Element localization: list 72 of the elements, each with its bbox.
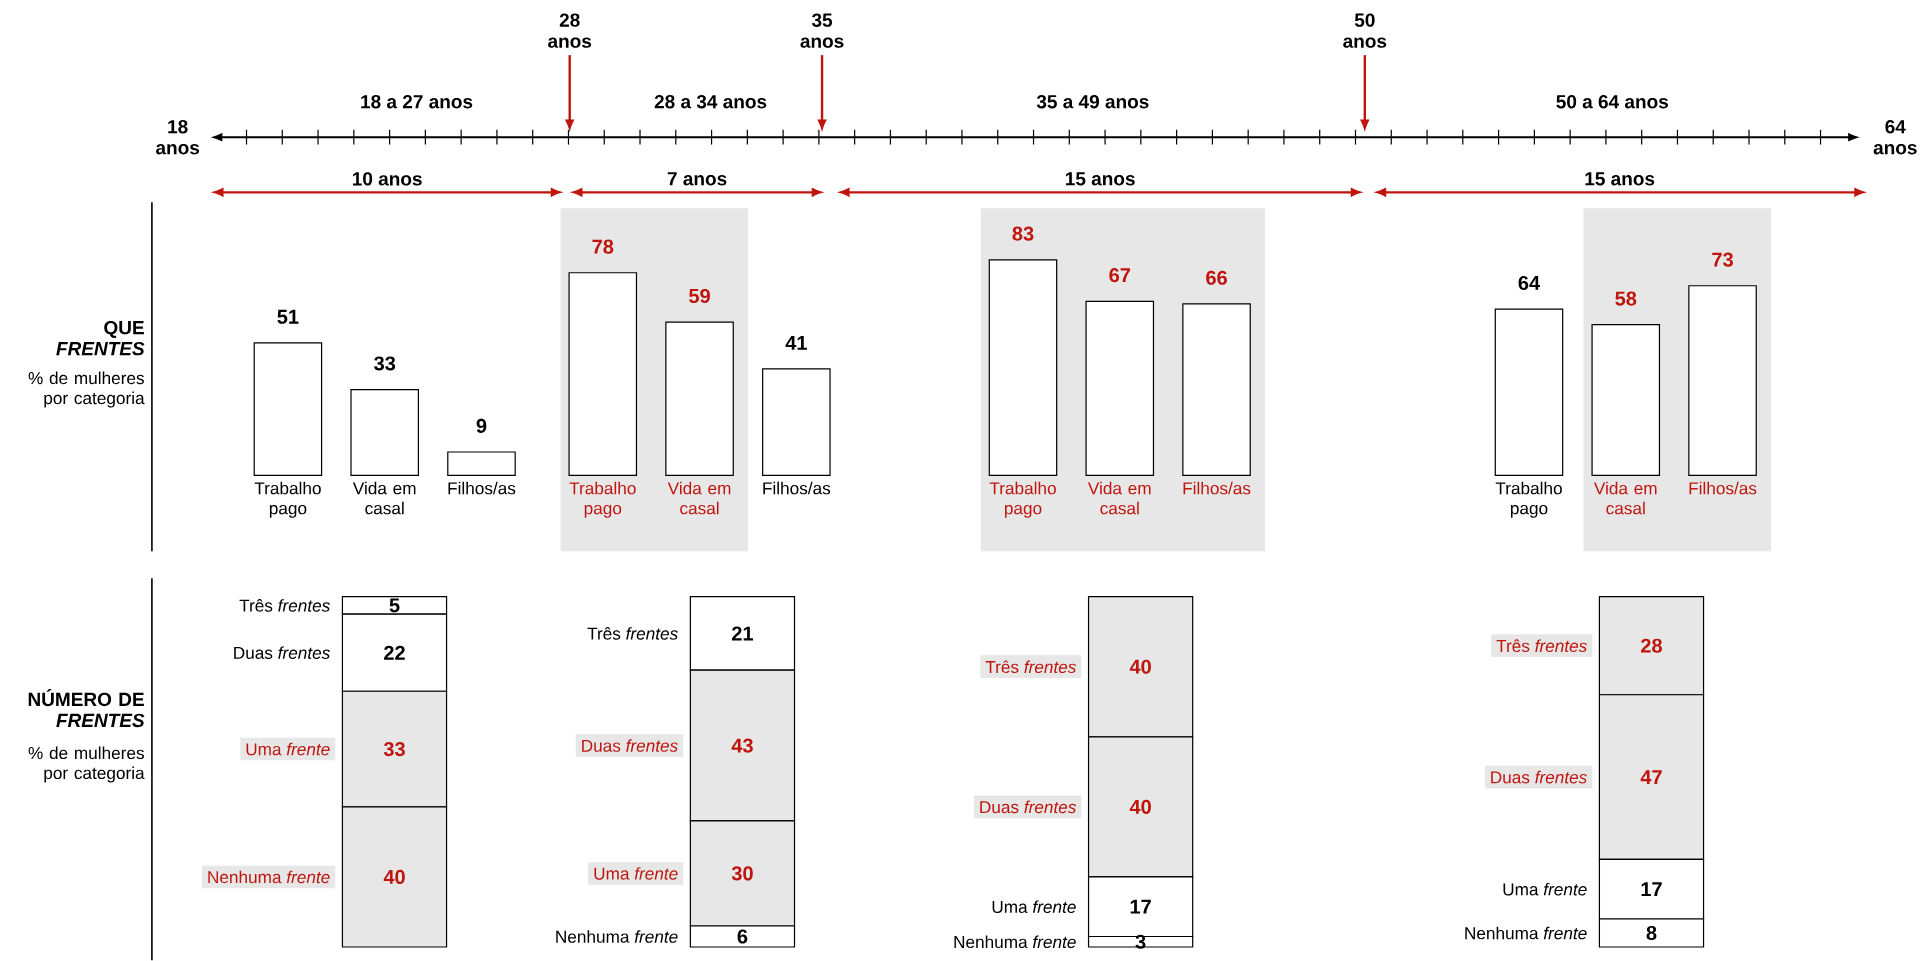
data-label: 21 — [732, 626, 754, 641]
series-label: Uma frente — [246, 743, 330, 756]
series-label: Nenhuma frente — [1465, 926, 1587, 940]
x-tick-label: Filhos/as — [763, 482, 831, 495]
text: 15 anos — [1585, 172, 1655, 186]
text: 64 anos — [1873, 120, 1917, 155]
data-label: 78 — [592, 239, 614, 254]
data-label: 41 — [785, 336, 807, 351]
series-label: Uma frente — [992, 900, 1076, 914]
data-label: 33 — [383, 742, 405, 757]
data-label: 73 — [1712, 252, 1733, 267]
data-label: 51 — [277, 310, 299, 325]
text: QUE FRENTES — [56, 321, 145, 356]
series-label: Uma frente — [1503, 883, 1587, 896]
series-label: Duas frentes — [1491, 771, 1587, 784]
series-label: Nenhuma frente — [208, 870, 330, 884]
x-tick-label: Trabalho pago — [989, 482, 1056, 519]
series-label: Três frentes — [1496, 639, 1587, 653]
series-label: Nenhuma frente — [556, 930, 678, 944]
data-label: 43 — [731, 738, 753, 753]
x-tick-label: Vida em casal — [1593, 482, 1657, 515]
x-tick-label: Filhos/as — [1689, 482, 1757, 495]
text: 7 anos — [667, 172, 727, 186]
text: NÚMERO DE FRENTES — [28, 689, 145, 728]
data-label: 30 — [731, 866, 753, 881]
series-label: Duas frentes — [234, 646, 330, 660]
data-label: 66 — [1206, 270, 1227, 286]
series-label: Três frentes — [985, 660, 1077, 674]
series-label: Três frentes — [587, 627, 678, 640]
data-label: 5 — [389, 598, 400, 613]
data-label: 83 — [1012, 226, 1034, 241]
series-label: Nenhuma frente — [954, 935, 1076, 949]
text: 10 anos — [352, 172, 422, 186]
data-label: 17 — [1641, 882, 1662, 897]
x-tick-label: Filhos/as — [448, 482, 516, 495]
x-tick-label: Trabalho pago — [254, 482, 321, 519]
series-label: Duas frentes — [980, 800, 1077, 814]
series-label: Três frentes — [239, 599, 330, 612]
data-label: 17 — [1130, 900, 1151, 914]
data-label: 59 — [689, 289, 710, 304]
text: % de mulheres por categoria — [28, 746, 145, 783]
x-tick-label: Vida em casal — [1087, 482, 1151, 515]
data-label: 8 — [1646, 926, 1657, 941]
text: 15 anos — [1065, 172, 1135, 186]
data-label: 58 — [1615, 291, 1637, 306]
x-tick-label: Vida em casal — [352, 482, 416, 515]
x-tick-label: Vida em casal — [667, 482, 731, 515]
data-label: 22 — [384, 645, 405, 660]
text: 28 a 34 anos — [654, 95, 767, 109]
text: 18 anos — [156, 120, 200, 155]
data-label: 40 — [1129, 800, 1151, 815]
text: 50 anos — [1343, 13, 1387, 49]
text: 28 anos — [548, 13, 592, 49]
x-tick-label: Trabalho pago — [1495, 482, 1562, 519]
text: 18 a 27 anos — [361, 95, 473, 109]
series-label: Duas frentes — [582, 739, 678, 753]
data-label: 6 — [737, 929, 748, 944]
data-label: 28 — [1641, 638, 1662, 654]
series-label: Uma frente — [594, 867, 678, 880]
text: 50 a 64 anos — [1556, 95, 1668, 109]
text: 35 anos — [800, 13, 844, 49]
data-label: 33 — [374, 356, 396, 371]
text: 35 a 49 anos — [1036, 95, 1149, 109]
data-label: 40 — [1129, 659, 1151, 675]
data-label: 64 — [1518, 276, 1540, 291]
data-label: 40 — [383, 870, 405, 885]
data-label: 9 — [476, 419, 487, 434]
data-label: 47 — [1640, 770, 1662, 785]
text: % de mulheres por categoria — [28, 371, 145, 408]
x-tick-label: Filhos/as — [1183, 482, 1251, 495]
x-tick-label: Trabalho pago — [569, 482, 636, 519]
data-label: 67 — [1109, 268, 1131, 283]
